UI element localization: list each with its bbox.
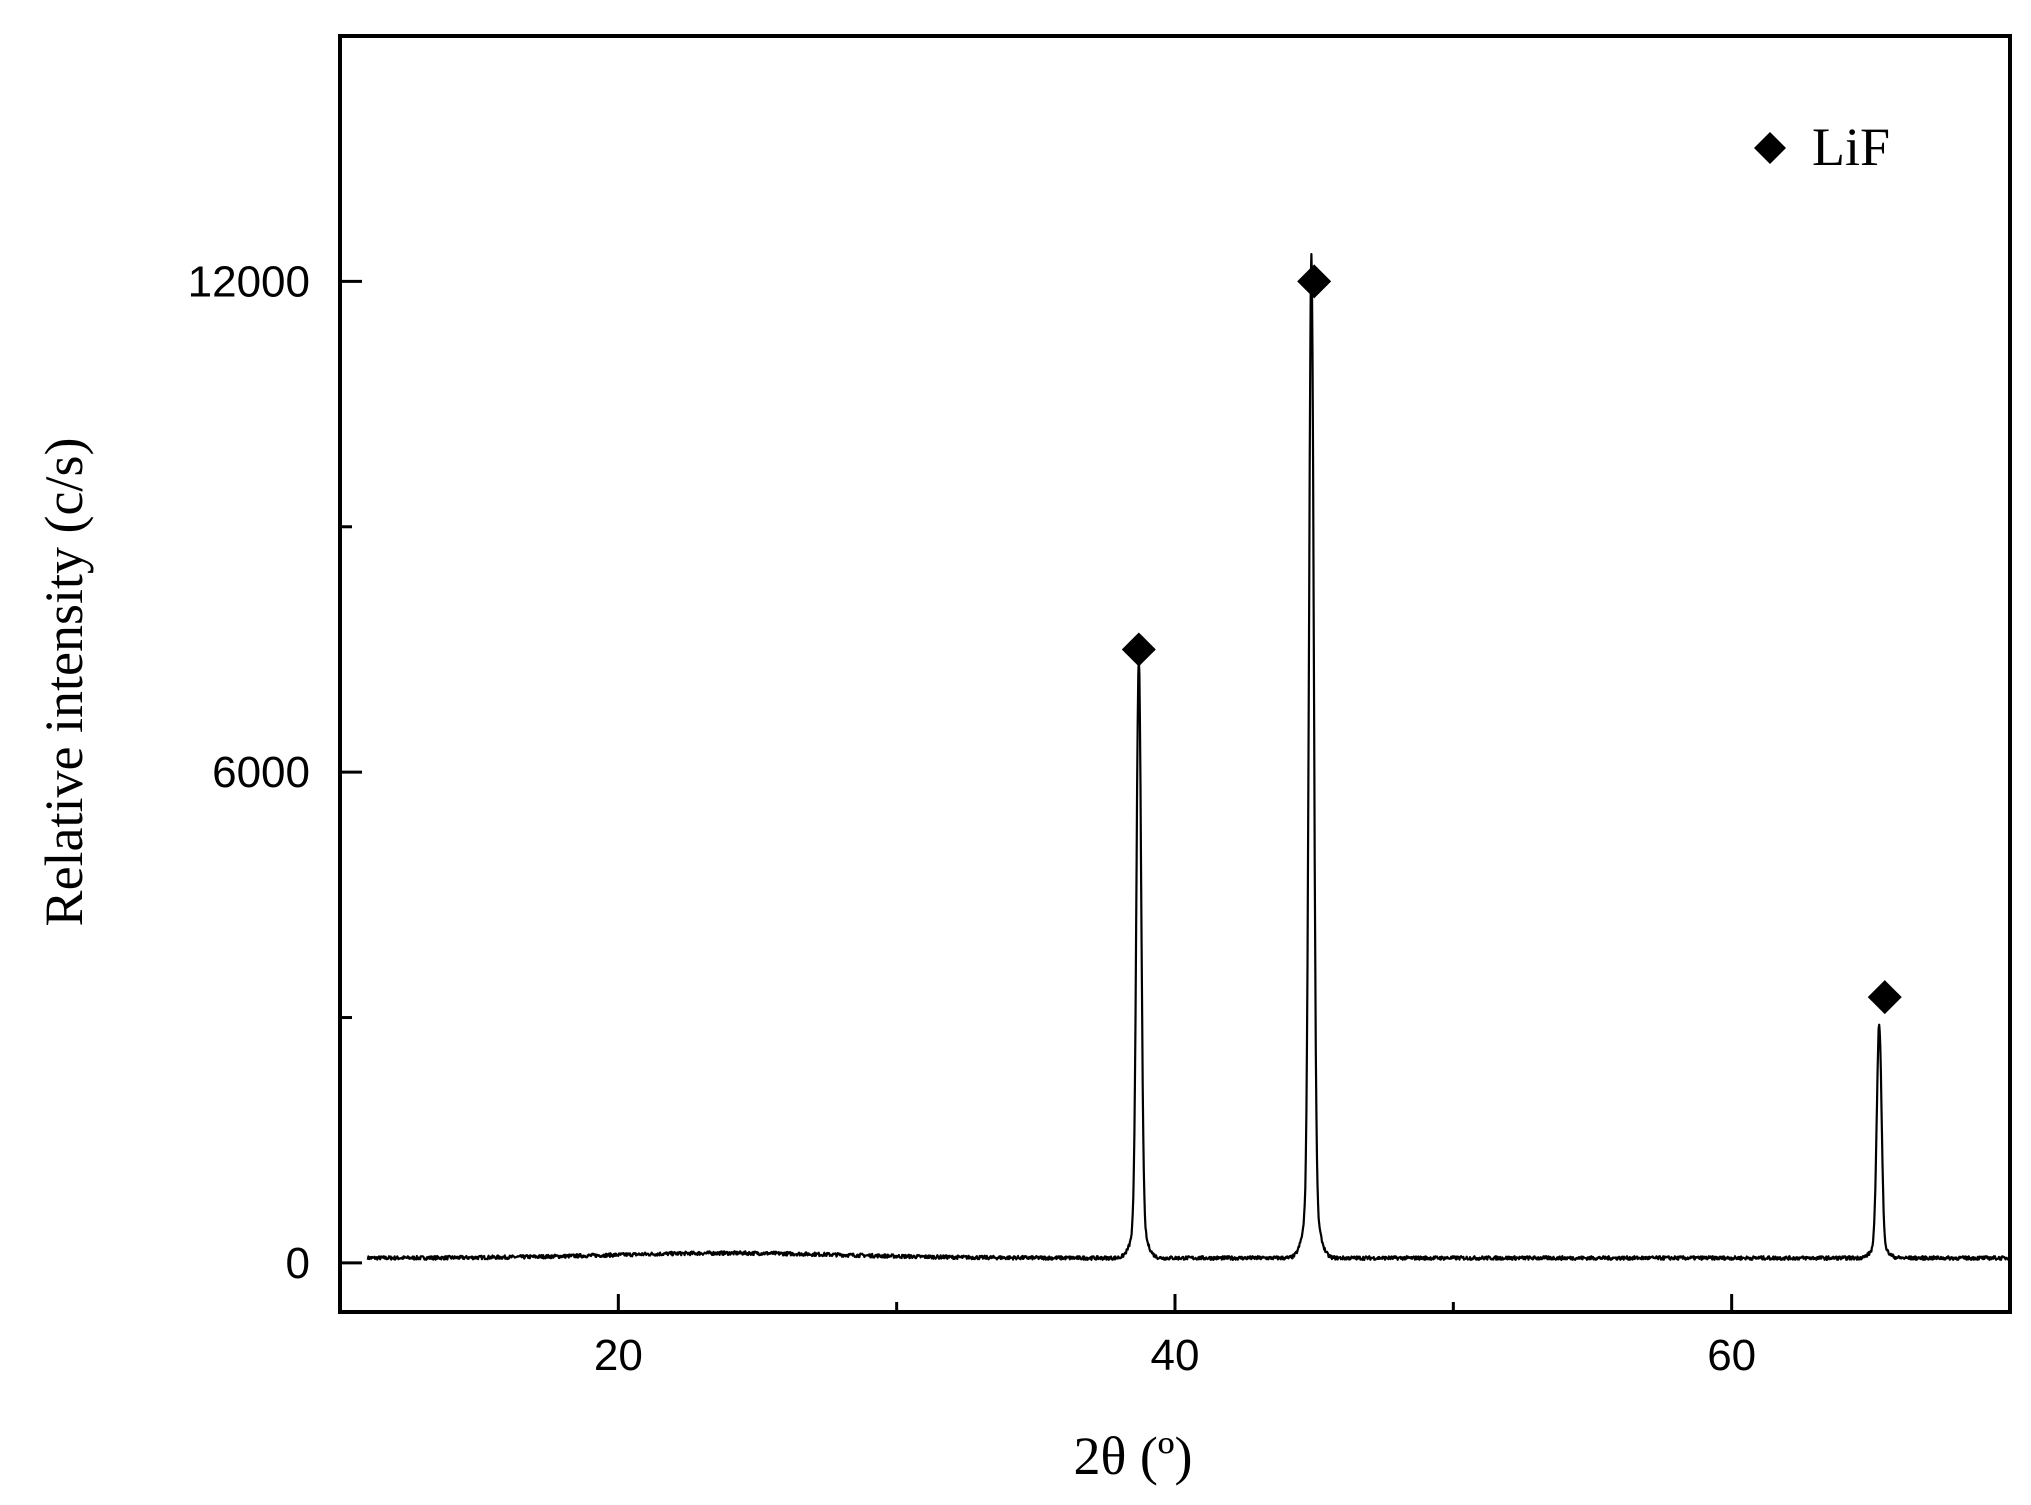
peak-diamond-marker-1 [1121, 632, 1156, 667]
legend-diamond-icon [1754, 132, 1786, 164]
y-tick-label-12000: 12000 [188, 257, 310, 306]
series-line [366, 253, 2011, 1261]
legend-label: LiF [1812, 117, 1890, 177]
peak-diamond-marker-3 [1867, 980, 1902, 1015]
plot-frame [338, 34, 2012, 1314]
y-tick-label-0: 0 [286, 1239, 310, 1288]
x-tick-label-20: 20 [594, 1331, 643, 1380]
y-axis-title: Relative intensity (c/s) [34, 438, 94, 927]
y-axis-ticks: 0 6000 12000 [188, 257, 362, 1288]
y-tick-label-6000: 6000 [212, 748, 310, 797]
x-axis-title: 2θ (º) [1073, 1426, 1192, 1486]
x-tick-label-40: 40 [1151, 1331, 1200, 1380]
peak-diamond-marker-2 [1297, 264, 1332, 299]
legend: LiF [1754, 117, 1890, 177]
x-tick-label-60: 60 [1707, 1331, 1756, 1380]
x-axis-ticks: 20 40 60 [594, 1294, 1756, 1380]
peak-markers [1121, 264, 1902, 1015]
